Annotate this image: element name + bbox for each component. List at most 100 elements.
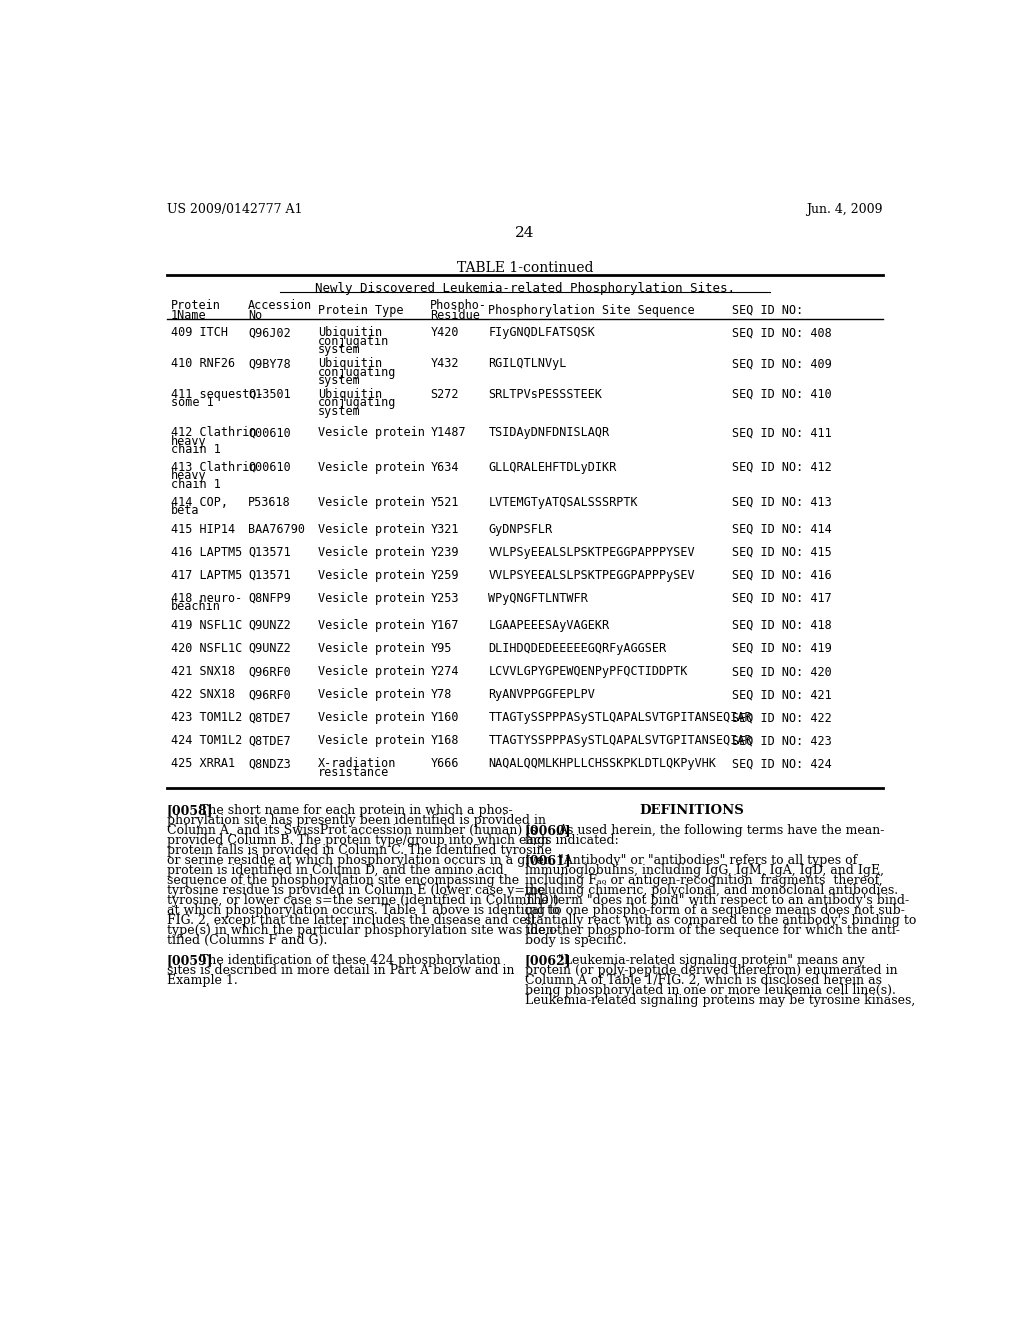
- Text: SEQ ID NO: 422: SEQ ID NO: 422: [732, 711, 833, 725]
- Text: SEQ ID NO:: SEQ ID NO:: [732, 304, 804, 317]
- Text: chain 1: chain 1: [171, 444, 220, 457]
- Text: tyrosine residue is provided in Column E (lower case y=the: tyrosine residue is provided in Column E…: [167, 884, 545, 896]
- Text: Leukemia-related signaling proteins may be tyrosine kinases,: Leukemia-related signaling proteins may …: [524, 994, 915, 1007]
- Text: Q96RF0: Q96RF0: [248, 665, 291, 678]
- Text: Newly Discovered Leukemia-related Phosphorylation Sites.: Newly Discovered Leukemia-related Phosph…: [314, 282, 735, 296]
- Text: 424 TOM1L2: 424 TOM1L2: [171, 734, 242, 747]
- Text: Q96J02: Q96J02: [248, 326, 291, 339]
- Text: Accession: Accession: [248, 300, 312, 313]
- Text: tified (Columns F and G).: tified (Columns F and G).: [167, 933, 327, 946]
- Text: Y666: Y666: [430, 758, 459, 771]
- Text: FIyGNQDLFATSQSK: FIyGNQDLFATSQSK: [488, 326, 595, 339]
- Text: some 1: some 1: [171, 396, 213, 409]
- Text: Phosphorylation Site Sequence: Phosphorylation Site Sequence: [488, 304, 695, 317]
- Text: Y253: Y253: [430, 591, 459, 605]
- Text: beta: beta: [171, 504, 199, 517]
- Text: ing to one phospho-form of a sequence means does not sub-: ing to one phospho-form of a sequence me…: [524, 904, 904, 917]
- Text: resistance: resistance: [317, 766, 389, 779]
- Text: [0059]: [0059]: [167, 954, 213, 966]
- Text: including Fₐₒ or antigen-recognition  fragments  thereof,: including Fₐₒ or antigen-recognition fra…: [524, 874, 883, 887]
- Text: SEQ ID NO: 419: SEQ ID NO: 419: [732, 642, 833, 655]
- Text: Residue: Residue: [430, 309, 480, 322]
- Text: sequence of the phosphorylation site encompassing the: sequence of the phosphorylation site enc…: [167, 874, 519, 887]
- Text: chain 1: chain 1: [171, 478, 220, 491]
- Text: US 2009/0142777 A1: US 2009/0142777 A1: [167, 203, 302, 216]
- Text: "Leukemia-related signaling protein" means any: "Leukemia-related signaling protein" mea…: [558, 954, 864, 966]
- Text: Q00610: Q00610: [248, 461, 291, 474]
- Text: DEFINITIONS: DEFINITIONS: [639, 804, 743, 817]
- Text: [0060]: [0060]: [524, 824, 571, 837]
- Text: Protein Type: Protein Type: [317, 304, 403, 317]
- Text: VVLPSYEEALSLPSKTPEGGPAPPPySEV: VVLPSYEEALSLPSKTPEGGPAPPPySEV: [488, 569, 695, 582]
- Text: Q00610: Q00610: [248, 426, 291, 440]
- Text: or serine residue at which phosphorylation occurs in a given: or serine residue at which phosphorylati…: [167, 854, 552, 867]
- Text: As used herein, the following terms have the mean-: As used herein, the following terms have…: [558, 824, 885, 837]
- Text: Jun. 4, 2009: Jun. 4, 2009: [806, 203, 883, 216]
- Text: Vesicle protein: Vesicle protein: [317, 569, 425, 582]
- Text: 422 SNX18: 422 SNX18: [171, 688, 234, 701]
- Text: SEQ ID NO: 408: SEQ ID NO: 408: [732, 326, 833, 339]
- Text: 423 TOM1L2: 423 TOM1L2: [171, 711, 242, 725]
- Text: 416 LAPTM5: 416 LAPTM5: [171, 545, 242, 558]
- Text: heavy: heavy: [171, 434, 206, 447]
- Text: GyDNPSFLR: GyDNPSFLR: [488, 523, 553, 536]
- Text: Q8NDZ3: Q8NDZ3: [248, 758, 291, 771]
- Text: TTAGTYSSPPPASySTLQAPALSVTGPITANSEQIAR: TTAGTYSSPPPASySTLQAPALSVTGPITANSEQIAR: [488, 734, 752, 747]
- Text: Vesicle protein: Vesicle protein: [317, 642, 425, 655]
- Text: TABLE 1-continued: TABLE 1-continued: [457, 261, 593, 275]
- Text: protein is identified in Column D, and the amino acid: protein is identified in Column D, and t…: [167, 863, 504, 876]
- Text: Phospho-: Phospho-: [430, 300, 487, 313]
- Text: Y167: Y167: [430, 619, 459, 632]
- Text: Q9UNZ2: Q9UNZ2: [248, 642, 291, 655]
- Text: Q8NFP9: Q8NFP9: [248, 591, 291, 605]
- Text: LVTEMGTyATQSALSSSRPTK: LVTEMGTyATQSALSSSRPTK: [488, 496, 638, 508]
- Text: Protein: Protein: [171, 300, 220, 313]
- Text: Q13501: Q13501: [248, 388, 291, 401]
- Text: immunoglobulins, including IgG, IgM, IgA, IgD, and IgE,: immunoglobulins, including IgG, IgM, IgA…: [524, 863, 884, 876]
- Text: "Antibody" or "antibodies" refers to all types of: "Antibody" or "antibodies" refers to all…: [558, 854, 857, 867]
- Text: tyrosine, or lower case s=the serine (identified in Column D)): tyrosine, or lower case s=the serine (id…: [167, 894, 558, 907]
- Text: Vesicle protein: Vesicle protein: [317, 523, 425, 536]
- Text: 409 ITCH: 409 ITCH: [171, 326, 227, 339]
- Text: Q8TDE7: Q8TDE7: [248, 734, 291, 747]
- Text: Column A of Table 1/FIG. 2, which is disclosed herein as: Column A of Table 1/FIG. 2, which is dis…: [524, 974, 882, 987]
- Text: RyANVPPGGFEPLPV: RyANVPPGGFEPLPV: [488, 688, 595, 701]
- Text: Vesicle protein: Vesicle protein: [317, 496, 425, 508]
- Text: Vesicle protein: Vesicle protein: [317, 545, 425, 558]
- Text: SEQ ID NO: 418: SEQ ID NO: 418: [732, 619, 833, 632]
- Text: Vesicle protein: Vesicle protein: [317, 619, 425, 632]
- Text: Y521: Y521: [430, 496, 459, 508]
- Text: conjugating: conjugating: [317, 396, 396, 409]
- Text: SEQ ID NO: 421: SEQ ID NO: 421: [732, 688, 833, 701]
- Text: Ubiquitin: Ubiquitin: [317, 358, 382, 370]
- Text: type(s) in which the particular phosphorylation site was iden-: type(s) in which the particular phosphor…: [167, 924, 558, 937]
- Text: P53618: P53618: [248, 496, 291, 508]
- Text: LGAAPEEESAyVAGEKR: LGAAPEEESAyVAGEKR: [488, 619, 609, 632]
- Text: SEQ ID NO: 415: SEQ ID NO: 415: [732, 545, 833, 558]
- Text: Vesicle protein: Vesicle protein: [317, 591, 425, 605]
- Text: Vesicle protein: Vesicle protein: [317, 711, 425, 725]
- Text: RGILQTLNVyL: RGILQTLNVyL: [488, 358, 566, 370]
- Text: protein (or poly-peptide derived therefrom) enumerated in: protein (or poly-peptide derived therefr…: [524, 964, 897, 977]
- Text: 415 HIP14: 415 HIP14: [171, 523, 234, 536]
- Text: Y321: Y321: [430, 523, 459, 536]
- Text: Y259: Y259: [430, 569, 459, 582]
- Text: SEQ ID NO: 412: SEQ ID NO: 412: [732, 461, 833, 474]
- Text: at which phosphorylation occurs. Table 1 above is identical to: at which phosphorylation occurs. Table 1…: [167, 904, 559, 917]
- Text: [0061]: [0061]: [524, 854, 571, 867]
- Text: The short name for each protein in which a phos-: The short name for each protein in which…: [200, 804, 513, 817]
- Text: Column A, and its SwissProt accession number (human) is: Column A, and its SwissProt accession nu…: [167, 824, 537, 837]
- Text: stantially react with as compared to the antibody's binding to: stantially react with as compared to the…: [524, 913, 916, 927]
- Text: ings indicated:: ings indicated:: [524, 834, 618, 846]
- Text: including chimeric, polyclonal, and monoclonal antibodies.: including chimeric, polyclonal, and mono…: [524, 884, 898, 896]
- Text: system: system: [317, 405, 360, 418]
- Text: NAQALQQMLKHPLLCHSSKPKLDTLQKPyVHK: NAQALQQMLKHPLLCHSSKPKLDTLQKPyVHK: [488, 758, 717, 771]
- Text: Y420: Y420: [430, 326, 459, 339]
- Text: beachin: beachin: [171, 601, 220, 614]
- Text: BAA76790: BAA76790: [248, 523, 305, 536]
- Text: Y1487: Y1487: [430, 426, 466, 440]
- Text: 410 RNF26: 410 RNF26: [171, 358, 234, 370]
- Text: sites is described in more detail in Part A below and in: sites is described in more detail in Par…: [167, 964, 514, 977]
- Text: Q13571: Q13571: [248, 569, 291, 582]
- Text: the other phospho-form of the sequence for which the anti-: the other phospho-form of the sequence f…: [524, 924, 900, 937]
